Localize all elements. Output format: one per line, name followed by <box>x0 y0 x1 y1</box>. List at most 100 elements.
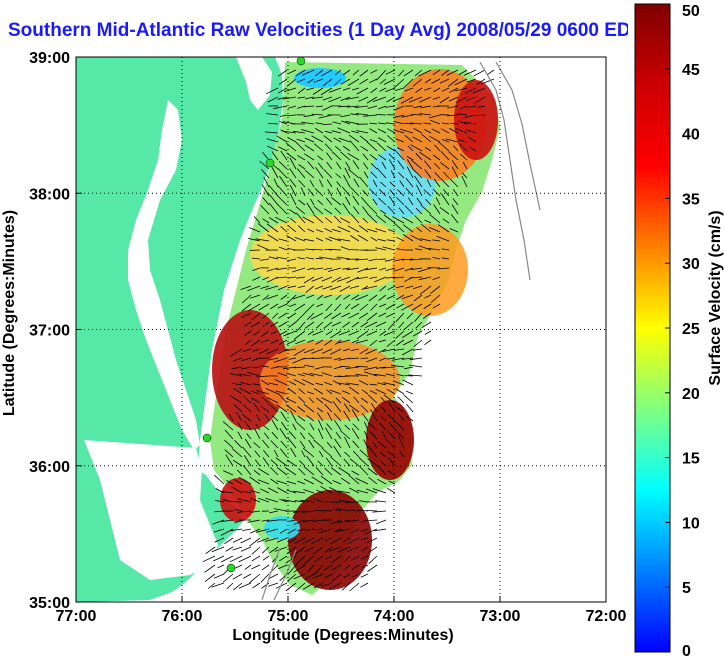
velocity-vector <box>274 379 288 386</box>
velocity-vector <box>267 223 279 233</box>
velocity-vector <box>311 276 324 282</box>
velocity-vector <box>416 184 423 197</box>
velocity-vector <box>414 215 423 224</box>
velocity-vector <box>305 285 315 293</box>
velocity-vector <box>357 267 369 273</box>
velocity-vector <box>276 467 288 476</box>
velocity-vector <box>234 508 243 512</box>
velocity-vector <box>324 249 333 251</box>
velocity-vector <box>360 397 369 404</box>
velocity-vector <box>416 197 423 206</box>
velocity-vector <box>352 195 360 206</box>
velocity-vector <box>337 546 351 553</box>
velocity-vector <box>287 224 297 233</box>
velocity-vector <box>310 198 315 206</box>
velocity-vector <box>368 476 378 485</box>
velocity-vector <box>286 78 297 87</box>
velocity-vector <box>351 470 360 476</box>
velocity-vector <box>294 303 306 312</box>
velocity-vector <box>454 78 468 86</box>
velocity-vector <box>404 267 414 272</box>
velocity-vector <box>272 312 279 319</box>
velocity-vector <box>217 564 225 569</box>
velocity-vector <box>381 161 387 170</box>
velocity-vector <box>307 78 315 84</box>
velocity-vector <box>398 321 405 329</box>
velocity-vector <box>406 166 414 179</box>
velocity-vector <box>270 366 279 369</box>
velocity-vector <box>267 397 279 404</box>
velocity-vector <box>301 510 315 513</box>
velocity-vector <box>424 330 432 335</box>
velocity-vector <box>370 171 378 179</box>
y-tick-label: 36:00 <box>29 459 70 476</box>
velocity-vector <box>270 478 279 485</box>
velocity-vector <box>222 499 234 503</box>
velocity-vector <box>459 153 468 161</box>
velocity-vector <box>380 460 387 467</box>
velocity-vector <box>261 519 270 522</box>
velocity-vector <box>354 105 369 108</box>
velocity-vector <box>351 428 360 440</box>
velocity-vector <box>424 146 432 152</box>
velocity-vector <box>352 423 360 431</box>
velocity-vector <box>224 429 234 440</box>
velocity-vector <box>342 145 351 152</box>
velocity-vector <box>441 139 450 143</box>
velocity-vector <box>302 216 315 224</box>
velocity-vector <box>336 162 342 170</box>
velocity-vector <box>339 365 351 368</box>
velocity-vector <box>331 130 342 134</box>
velocity-vector <box>246 433 252 440</box>
velocity-vector <box>367 422 378 431</box>
velocity-vector <box>352 160 360 170</box>
velocity-vector <box>440 162 450 170</box>
velocity-vector <box>372 488 387 494</box>
velocity-vector <box>287 276 297 279</box>
velocity-vector <box>323 564 333 571</box>
velocity-vector <box>369 128 378 134</box>
velocity-vector <box>289 303 297 307</box>
velocity-vector <box>378 339 387 343</box>
velocity-vector <box>363 114 378 117</box>
velocity-vector <box>278 246 288 251</box>
velocity-vector <box>411 159 423 170</box>
velocity-vector <box>367 467 378 476</box>
velocity-vector <box>261 546 270 554</box>
velocity-vector <box>325 457 333 467</box>
velocity-vector <box>388 422 396 431</box>
velocity-vector <box>377 478 387 485</box>
velocity-vector <box>337 238 351 242</box>
velocity-vector <box>311 476 324 485</box>
velocity-vector <box>399 128 414 134</box>
velocity-vector <box>413 285 423 289</box>
velocity-vector <box>273 105 288 110</box>
velocity-vector <box>351 321 360 328</box>
velocity-vector <box>379 303 387 308</box>
velocity-vector <box>367 537 378 544</box>
velocity-vector <box>306 312 315 320</box>
velocity-vector <box>324 501 333 503</box>
velocity-vector <box>232 546 243 551</box>
velocity-vector <box>361 413 369 422</box>
velocity-vector <box>297 373 306 377</box>
velocity-vector <box>330 285 342 291</box>
velocity-vector <box>422 312 432 319</box>
velocity-vector <box>458 139 468 143</box>
velocity-vector <box>362 206 369 215</box>
velocity-vector <box>370 402 378 413</box>
velocity-vector <box>336 181 342 188</box>
velocity-vector <box>319 528 333 533</box>
velocity-vector <box>320 475 333 485</box>
velocity-vector <box>387 401 396 413</box>
velocity-vector <box>359 78 369 85</box>
velocity-vector <box>281 421 288 431</box>
velocity-vector <box>331 197 342 206</box>
velocity-vector <box>260 258 270 261</box>
velocity-vector <box>280 294 288 300</box>
velocity-vector <box>254 459 261 467</box>
velocity-vector <box>420 204 432 215</box>
velocity-vector <box>395 138 405 143</box>
velocity-vector <box>369 139 378 143</box>
velocity-vector <box>300 129 315 134</box>
